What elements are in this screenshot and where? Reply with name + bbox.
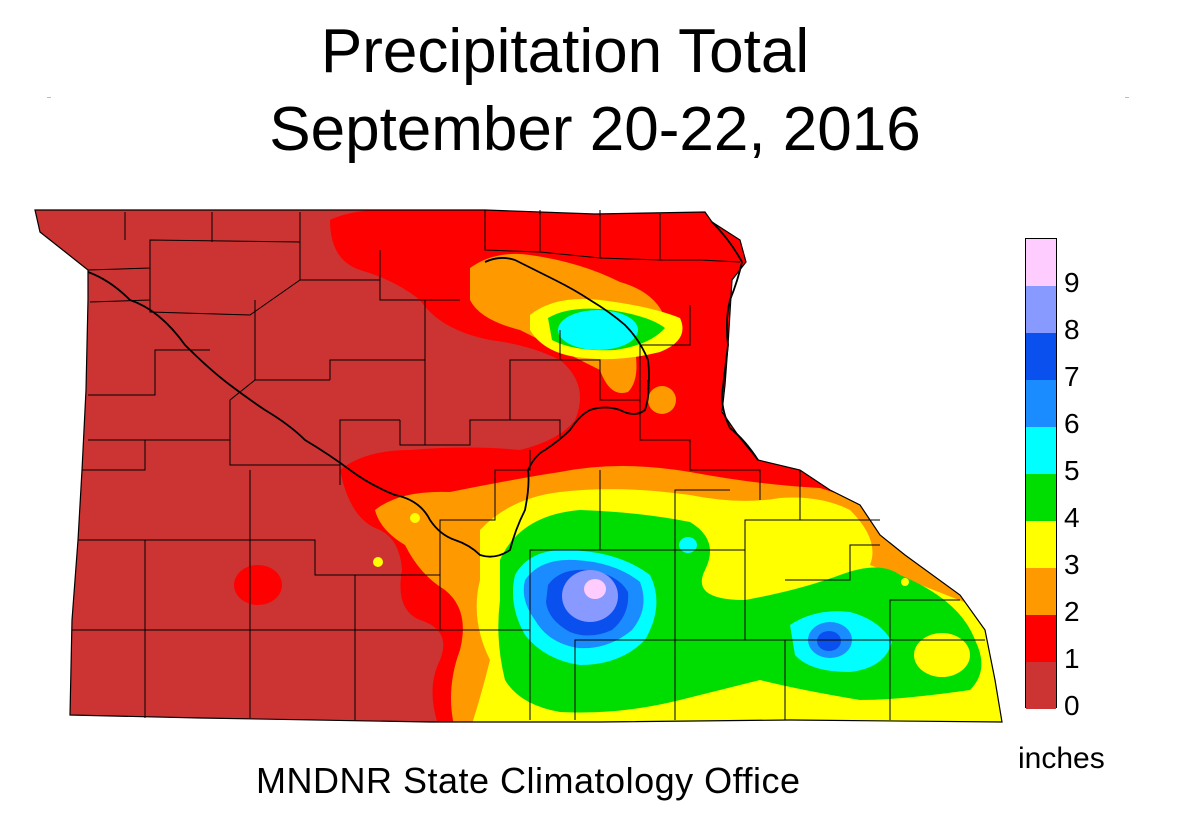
contour-9-plus: [584, 579, 606, 599]
legend-tick-label: 1: [1064, 643, 1080, 674]
county-boundaries: [72, 210, 985, 720]
credit-text: MNDNR State Climatology Office: [256, 760, 801, 801]
legend-bin-7-8: [1026, 333, 1056, 380]
legend-tick-label: 6: [1064, 408, 1080, 439]
legend-bin-5-6: [1026, 427, 1056, 474]
legend-bin-8-9: [1026, 286, 1056, 333]
contour-2-3: [648, 386, 676, 414]
legend-color-bar: [1025, 238, 1057, 709]
legend-bin-0-1: [1026, 662, 1056, 709]
state-outline: [34, 209, 1003, 723]
contour-5-6: [679, 537, 697, 553]
map-subtitle: September 20-22, 2016: [269, 95, 921, 164]
legend-bin-3-4: [1026, 521, 1056, 568]
crow-river: [484, 257, 650, 391]
legend-bin-4-5: [1026, 474, 1056, 521]
minnesota-river: [87, 271, 650, 558]
contour-1-2: [234, 565, 282, 605]
legend-bin-2-3: [1026, 568, 1056, 615]
legend-tick-label: 3: [1064, 549, 1080, 580]
legend-tick-label: 2: [1064, 596, 1080, 627]
precipitation-contours: [35, 210, 1002, 722]
contour-5-6: [558, 310, 638, 350]
map-title: Precipitation Total: [320, 17, 810, 86]
legend-bin-9-plus: [1026, 239, 1056, 286]
contour-3-4: [410, 513, 420, 523]
contour-2-3: [914, 633, 970, 677]
legend-tick-label: 8: [1064, 314, 1080, 345]
legend-bin-6-7: [1026, 380, 1056, 427]
legend-tick-label: 9: [1064, 267, 1080, 298]
legend-tick-label: 4: [1064, 502, 1080, 533]
contour-3-4: [373, 557, 383, 567]
contour-7-8: [817, 631, 841, 651]
scan-speck: [1125, 97, 1129, 98]
legend-bin-1-2: [1026, 615, 1056, 662]
legend-tick-label: 7: [1064, 361, 1080, 392]
legend-tick-label: 5: [1064, 455, 1080, 486]
legend-tick-label: 0: [1064, 690, 1080, 721]
legend-units: inches: [1018, 742, 1105, 775]
scan-speck: [47, 97, 51, 98]
contour-3-4: [901, 578, 909, 586]
